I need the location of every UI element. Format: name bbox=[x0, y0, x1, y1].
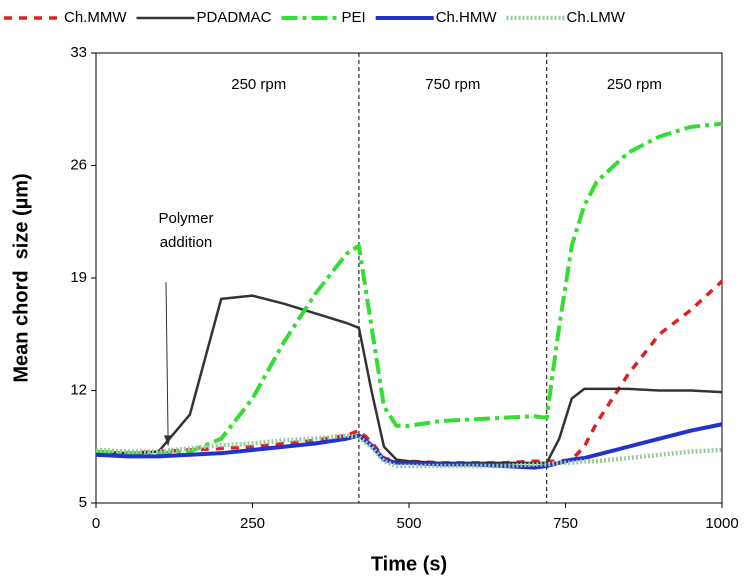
annotation-arrow bbox=[165, 281, 169, 443]
legend-label: Ch.HMW bbox=[436, 9, 498, 26]
plot-frame bbox=[95, 52, 723, 504]
y-tick-label: 33 bbox=[70, 44, 87, 61]
y-tick-label: 5 bbox=[79, 494, 87, 511]
y-tick-label: 12 bbox=[70, 381, 87, 398]
y-axis-title: Mean chord size (µm) bbox=[10, 173, 32, 382]
legend-label: PDADMAC bbox=[197, 9, 272, 26]
x-tick-label: 1000 bbox=[705, 515, 738, 532]
phase-label: 250 rpm bbox=[607, 76, 662, 93]
legend-label: PEI bbox=[342, 9, 366, 26]
annotation-text: addition bbox=[160, 234, 213, 251]
series-line bbox=[95, 121, 723, 456]
x-tick-label: 500 bbox=[396, 515, 421, 532]
legend-label: Ch.MMW bbox=[64, 9, 127, 26]
series-line bbox=[95, 433, 723, 469]
series-line bbox=[95, 294, 723, 465]
x-tick-label: 250 bbox=[240, 515, 265, 532]
series-line bbox=[95, 279, 724, 465]
annotation-text: Polymer bbox=[158, 210, 213, 227]
phase-label: 750 rpm bbox=[425, 76, 480, 93]
x-tick-label: 0 bbox=[92, 515, 100, 532]
legend-label: Ch.LMW bbox=[567, 9, 626, 26]
y-tick-label: 19 bbox=[70, 269, 87, 286]
x-axis-title: Time (s) bbox=[371, 553, 447, 575]
y-tick-label: 26 bbox=[70, 156, 87, 173]
series-line bbox=[95, 422, 723, 470]
x-tick-label: 750 bbox=[553, 515, 578, 532]
phase-label: 250 rpm bbox=[231, 76, 286, 93]
